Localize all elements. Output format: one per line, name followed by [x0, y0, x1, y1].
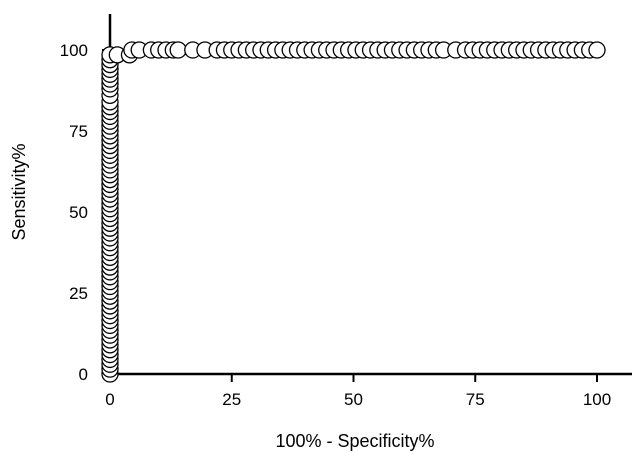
x-tick-label: 100 [583, 390, 611, 409]
points-layer [101, 41, 606, 383]
x-axis-title: 100% - Specificity% [275, 431, 434, 451]
y-tick-label: 50 [69, 203, 88, 222]
data-point [588, 41, 606, 59]
x-tick-label: 50 [344, 390, 363, 409]
y-tick-label: 100 [60, 41, 88, 60]
y-tick-label: 75 [69, 122, 88, 141]
ticks-layer: 0 25 50 75 100 0 25 50 75 100 [60, 41, 612, 409]
y-tick-label: 0 [79, 365, 88, 384]
x-tick-label: 0 [105, 390, 114, 409]
x-tick-label: 25 [222, 390, 241, 409]
x-tick-label: 75 [466, 390, 485, 409]
y-axis-title: Sensitivity% [9, 143, 29, 240]
axes-layer [108, 14, 632, 376]
y-tick-label: 25 [69, 284, 88, 303]
data-point [169, 41, 187, 59]
